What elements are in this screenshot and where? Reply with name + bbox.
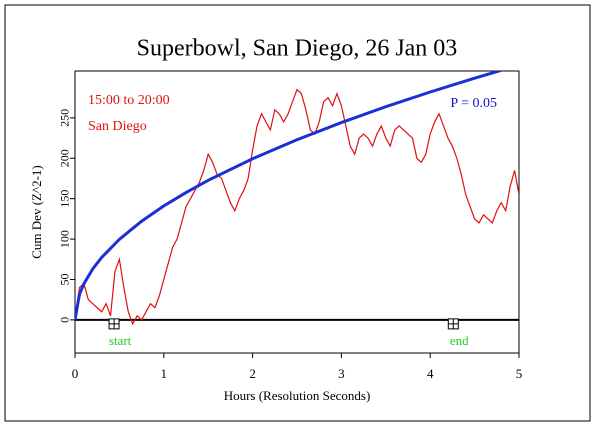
marker-label: end xyxy=(450,333,469,348)
marker-label: start xyxy=(109,333,132,348)
annotation: San Diego xyxy=(88,119,147,134)
x-tick-label: 5 xyxy=(516,366,523,381)
series-line xyxy=(75,88,519,326)
x-tick-label: 4 xyxy=(427,366,434,381)
y-tick-label: 50 xyxy=(58,273,72,285)
plot-frame xyxy=(74,70,520,354)
y-tick-label: 200 xyxy=(58,149,72,167)
annotation: P = 0.05 xyxy=(450,96,497,111)
y-tick-label: 250 xyxy=(58,109,72,127)
y-tick-label: 0 xyxy=(58,317,72,323)
x-tick-label: 2 xyxy=(249,366,256,381)
y-tick-label: 100 xyxy=(58,230,72,248)
x-tick-label: 1 xyxy=(161,366,168,381)
x-tick-label: 0 xyxy=(72,366,79,381)
y-tick-label: 150 xyxy=(58,190,72,208)
frame xyxy=(4,4,591,422)
y-axis-label: Cum Dev (Z^2-1) xyxy=(29,165,44,258)
series-line xyxy=(75,71,505,321)
x-tick-label: 3 xyxy=(338,366,345,381)
chart-title: Superbowl, San Diego, 26 Jan 03 xyxy=(137,36,458,62)
x-axis-label: Hours (Resolution Seconds) xyxy=(224,388,371,403)
annotation: 15:00 to 20:00 xyxy=(88,93,170,108)
